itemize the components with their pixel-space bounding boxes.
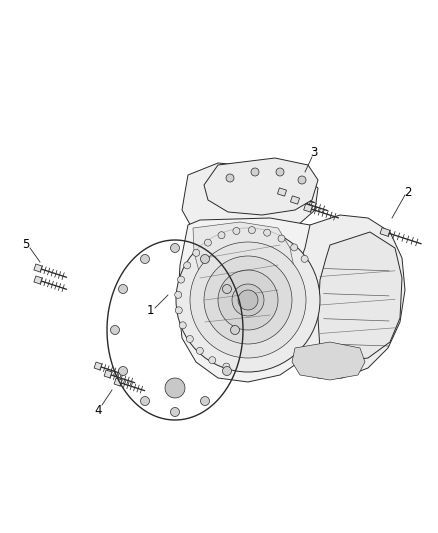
- Polygon shape: [34, 264, 42, 272]
- Circle shape: [251, 168, 259, 176]
- Text: 4: 4: [94, 403, 102, 416]
- Circle shape: [226, 174, 234, 182]
- Circle shape: [223, 367, 231, 376]
- Polygon shape: [178, 218, 328, 382]
- Circle shape: [110, 326, 120, 335]
- Circle shape: [264, 229, 271, 236]
- Polygon shape: [380, 228, 390, 236]
- Circle shape: [204, 256, 292, 344]
- Polygon shape: [292, 342, 365, 380]
- Text: 2: 2: [404, 185, 412, 198]
- Polygon shape: [204, 158, 318, 215]
- Polygon shape: [94, 362, 102, 370]
- Polygon shape: [182, 163, 318, 240]
- Circle shape: [141, 254, 149, 263]
- Circle shape: [190, 242, 306, 358]
- Polygon shape: [193, 222, 295, 315]
- Circle shape: [238, 290, 258, 310]
- Circle shape: [187, 336, 194, 343]
- Text: 3: 3: [310, 147, 318, 159]
- Circle shape: [165, 378, 185, 398]
- Circle shape: [170, 408, 180, 416]
- Text: 1: 1: [146, 303, 154, 317]
- Circle shape: [232, 284, 264, 316]
- Circle shape: [301, 255, 308, 262]
- Circle shape: [223, 285, 231, 294]
- Circle shape: [175, 292, 182, 298]
- Circle shape: [230, 326, 240, 335]
- Polygon shape: [290, 196, 300, 204]
- Circle shape: [209, 357, 216, 364]
- Circle shape: [298, 176, 306, 184]
- Circle shape: [177, 276, 184, 283]
- Circle shape: [223, 363, 230, 370]
- Circle shape: [218, 270, 278, 330]
- Polygon shape: [304, 204, 312, 212]
- Polygon shape: [104, 370, 112, 378]
- Text: 5: 5: [22, 238, 30, 251]
- Circle shape: [175, 307, 182, 314]
- Circle shape: [291, 244, 298, 251]
- Circle shape: [176, 228, 320, 372]
- Circle shape: [170, 244, 180, 253]
- Circle shape: [233, 228, 240, 235]
- Circle shape: [141, 397, 149, 406]
- Polygon shape: [34, 276, 42, 284]
- Circle shape: [196, 348, 203, 354]
- Circle shape: [218, 232, 225, 239]
- Circle shape: [193, 249, 200, 256]
- Circle shape: [201, 397, 209, 406]
- Polygon shape: [292, 215, 405, 378]
- Polygon shape: [318, 232, 402, 362]
- Circle shape: [201, 254, 209, 263]
- Polygon shape: [114, 378, 122, 386]
- Polygon shape: [277, 188, 286, 196]
- Circle shape: [248, 227, 255, 233]
- Circle shape: [179, 322, 186, 329]
- Circle shape: [205, 239, 212, 246]
- Circle shape: [119, 367, 127, 376]
- Circle shape: [119, 285, 127, 294]
- Circle shape: [276, 168, 284, 176]
- Circle shape: [184, 262, 191, 269]
- Circle shape: [278, 235, 285, 242]
